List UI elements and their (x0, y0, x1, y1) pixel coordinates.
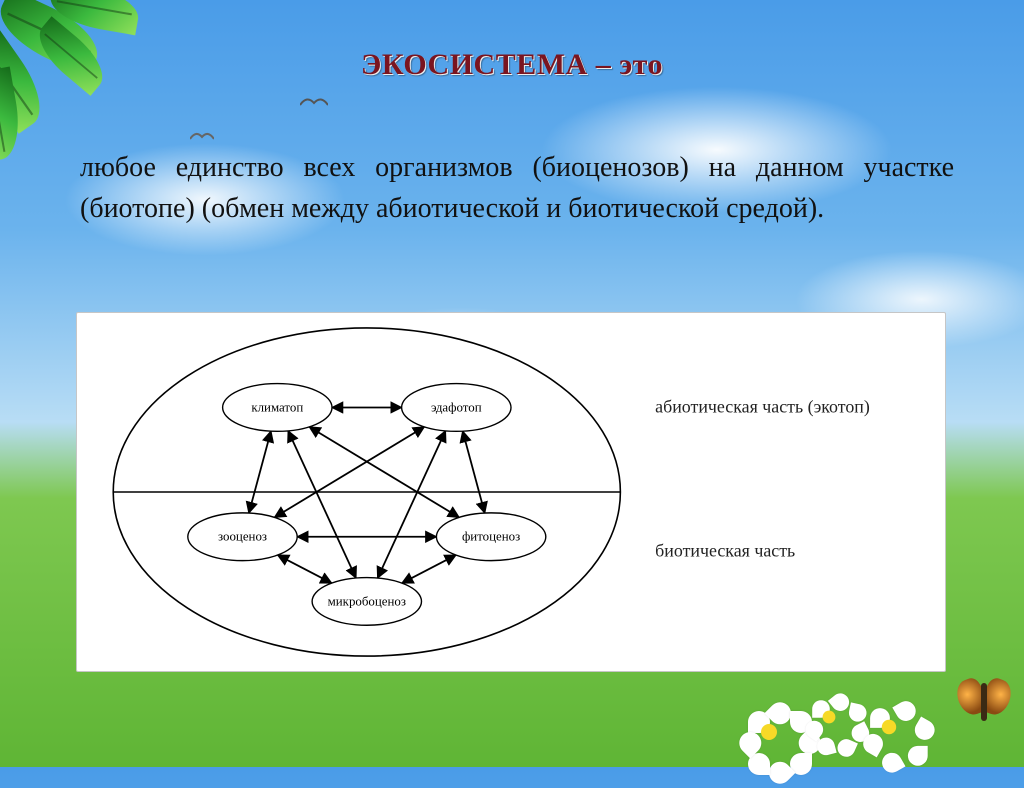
ecosystem-diagram: климатоп эдафотоп зооценоз фитоценоз микробо… (76, 312, 946, 672)
edge-edafotop-fitocenoz (463, 431, 485, 513)
edge-climatop-zoocenoz (249, 431, 271, 513)
edge-fitocenoz-microbocenoz (402, 555, 456, 583)
bird-icon (300, 95, 328, 109)
side-label-1: биотическая часть (655, 541, 795, 561)
butterfly-icon (954, 677, 1014, 727)
node-label-zoocenoz: зооценоз (218, 529, 267, 544)
edge-edafotop-microbocenoz (378, 431, 446, 578)
edge-climatop-fitocenoz (309, 427, 459, 517)
node-label-climatop: климатоп (251, 399, 303, 414)
edge-edafotop-zoocenoz (275, 427, 425, 517)
definition-text: любое единство всех организмов (биоценоз… (80, 148, 954, 229)
diagram-svg: климатоп эдафотоп зооценоз фитоценоз микробо… (77, 313, 945, 671)
edge-climatop-microbocenoz (288, 431, 356, 578)
node-label-fitocenoz: фитоценоз (462, 529, 520, 544)
slide-title: ЭКОСИСТЕМА – это (0, 48, 1024, 82)
node-label-edafotop: эдафотоп (431, 399, 482, 414)
bird-icon (190, 130, 214, 142)
node-label-microbocenoz: микробоценоз (328, 593, 406, 608)
side-label-0: абиотическая часть (экотоп) (655, 396, 870, 417)
edge-zoocenoz-microbocenoz (278, 555, 332, 583)
